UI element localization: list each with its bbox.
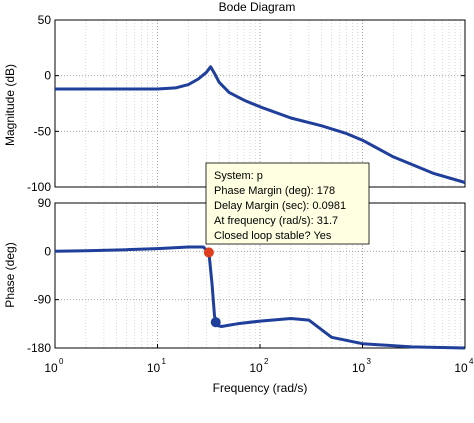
y-tick-label: 0	[44, 244, 51, 258]
magnitude-panel: 50 0 -50 -100 Magnitude (dB)	[3, 13, 466, 194]
datatip-line-phase-margin: Phase Margin (deg): 178	[214, 185, 335, 197]
x-tick-exponent: 0	[59, 357, 64, 366]
datatip-line-system: System: p	[214, 170, 263, 182]
x-tick-exponent: 1	[162, 357, 167, 366]
y-tick-label: -100	[27, 180, 51, 194]
magnitude-series-line	[55, 65, 466, 184]
x-tick-label: 10	[454, 361, 468, 375]
x-tick-exponent: 3	[367, 357, 372, 366]
magnitude-y-ticks: 50 0 -50 -100	[27, 13, 465, 194]
data-point-marker	[210, 317, 221, 328]
x-tick-labels: 10 0 10 1 10 2 10 3 10 4	[44, 344, 474, 375]
x-tick-exponent: 2	[264, 357, 269, 366]
margin-datatip[interactable]: System: p Phase Margin (deg): 178 Delay …	[205, 162, 370, 245]
datatip-box	[205, 162, 370, 245]
y-tick-label: 50	[38, 13, 52, 27]
magnitude-y-label: Magnitude (dB)	[3, 64, 17, 146]
data-markers	[203, 247, 221, 328]
x-tick-label: 10	[249, 361, 263, 375]
datatip-line-stability: Closed loop stable? Yes	[214, 230, 332, 242]
y-tick-label: 90	[38, 196, 52, 210]
x-tick-label: 10	[44, 361, 58, 375]
x-tick-exponent: 4	[469, 357, 474, 366]
chart-title: Bode Diagram	[219, 0, 296, 14]
magnitude-grid	[55, 20, 465, 187]
y-tick-label: -50	[34, 124, 52, 138]
phase-y-ticks: 90 0 -90 -180	[27, 196, 465, 355]
datatip-line-frequency: At frequency (rad/s): 31.7	[214, 215, 338, 227]
data-point-marker	[203, 247, 214, 258]
x-tick-label: 10	[352, 361, 366, 375]
y-tick-label: -180	[27, 341, 51, 355]
x-axis-label: Frequency (rad/s)	[213, 381, 308, 395]
y-tick-label: 0	[44, 69, 51, 83]
y-tick-label: -90	[34, 293, 52, 307]
datatip-line-delay-margin: Delay Margin (sec): 0.0981	[214, 200, 346, 212]
x-tick-label: 10	[147, 361, 161, 375]
phase-y-label: Phase (deg)	[3, 242, 17, 307]
